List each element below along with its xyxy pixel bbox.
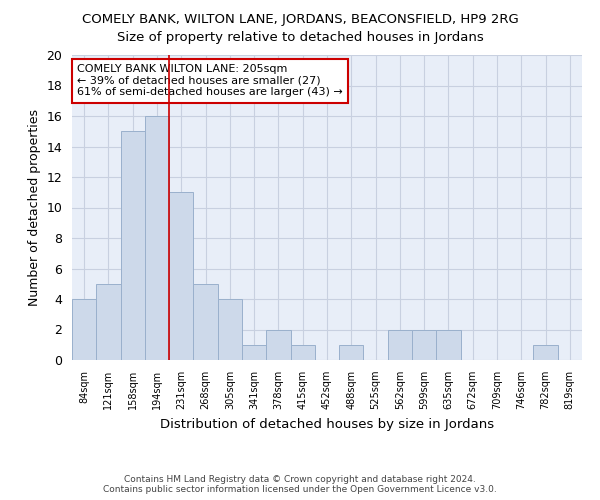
Y-axis label: Number of detached properties: Number of detached properties — [28, 109, 41, 306]
X-axis label: Distribution of detached houses by size in Jordans: Distribution of detached houses by size … — [160, 418, 494, 430]
Bar — [193, 284, 218, 360]
Bar — [145, 116, 169, 360]
Bar — [436, 330, 461, 360]
Bar — [96, 284, 121, 360]
Bar — [72, 299, 96, 360]
Text: Contains HM Land Registry data © Crown copyright and database right 2024.
Contai: Contains HM Land Registry data © Crown c… — [103, 474, 497, 494]
Bar — [533, 345, 558, 360]
Bar — [290, 345, 315, 360]
Text: Size of property relative to detached houses in Jordans: Size of property relative to detached ho… — [116, 31, 484, 44]
Bar — [339, 345, 364, 360]
Bar — [169, 192, 193, 360]
Bar — [412, 330, 436, 360]
Text: COMELY BANK WILTON LANE: 205sqm
← 39% of detached houses are smaller (27)
61% of: COMELY BANK WILTON LANE: 205sqm ← 39% of… — [77, 64, 343, 98]
Bar — [388, 330, 412, 360]
Bar — [242, 345, 266, 360]
Bar — [266, 330, 290, 360]
Bar — [121, 131, 145, 360]
Text: COMELY BANK, WILTON LANE, JORDANS, BEACONSFIELD, HP9 2RG: COMELY BANK, WILTON LANE, JORDANS, BEACO… — [82, 12, 518, 26]
Bar — [218, 299, 242, 360]
